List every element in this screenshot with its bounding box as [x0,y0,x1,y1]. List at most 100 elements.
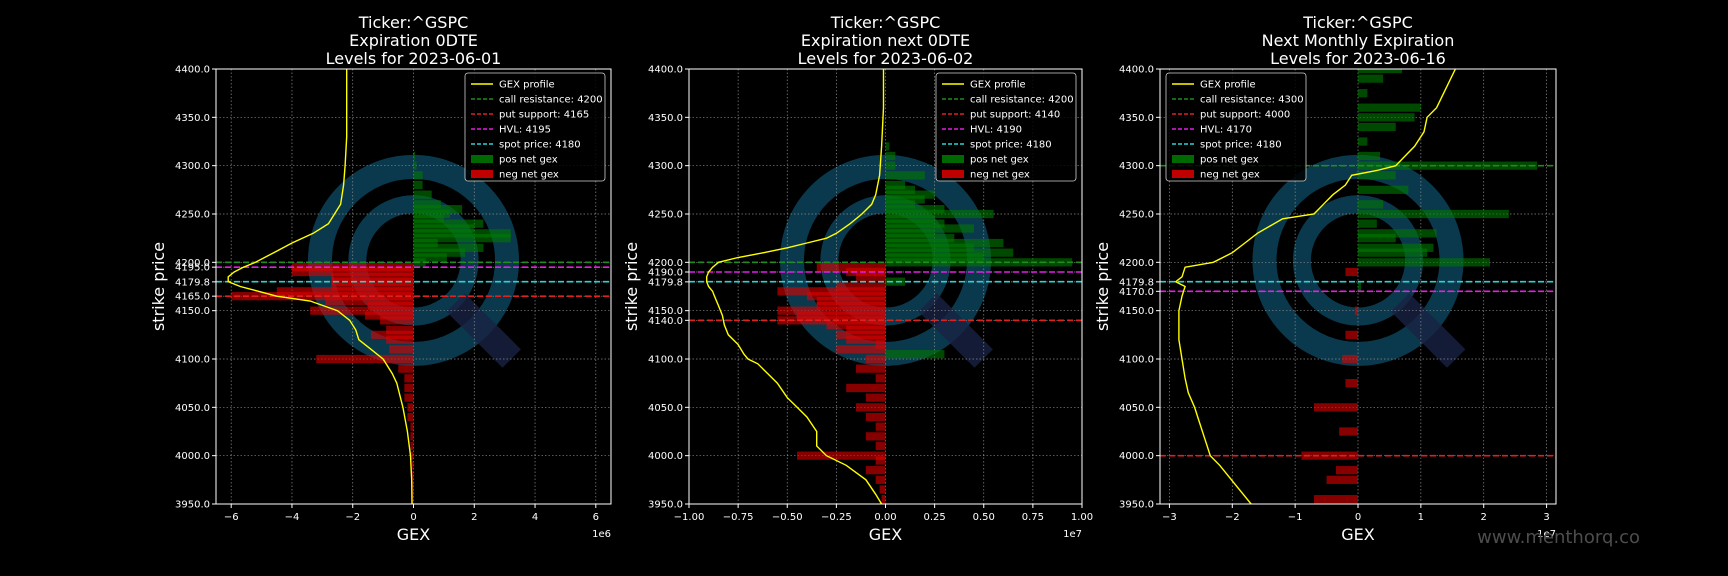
x-tick-label: 6 [593,512,599,523]
y-tick-label: 4400.0 [175,65,210,76]
y-tick-label: 4179.8 [175,277,210,288]
neg-net-gex-bar [865,466,886,475]
neg-net-gex-bar [411,480,414,489]
legend-entry: pos net gex [499,155,558,166]
x-tick-label: 4 [532,512,538,523]
legend: GEX profile call resistance: 4200 put supp… [935,72,1077,182]
neg-net-gex-bar [411,499,414,504]
neg-net-gex-bar [875,374,886,383]
neg-net-gex-bar [398,364,414,373]
neg-net-gex-bar [231,292,414,301]
chart-title-line: Expiration next 0DTE [801,31,970,50]
pos-net-gex-bar [1358,234,1396,243]
neg-net-gex-bar [846,383,886,393]
legend-entry: put support: 4140 [970,110,1060,121]
y-tick-label: 4170.0 [1119,287,1154,298]
legend-entry: HVL: 4195 [499,125,551,136]
legend-entry: spot price: 4180 [1200,140,1282,151]
pos-net-gex-bar [885,253,984,262]
x-axis-multiplier: 1e6 [592,529,611,540]
legend-entry: spot price: 4180 [970,140,1052,151]
pos-net-gex-bar [885,200,915,209]
pos-net-gex-bar [1358,248,1428,257]
y-tick-label: 4250.0 [648,210,683,221]
neg-net-gex-bar [1339,427,1358,436]
pos-net-gex-bar [1358,113,1415,122]
neg-net-gex-bar [331,282,414,291]
neg-net-gex-bar [856,364,886,373]
pos-net-gex-bar [885,248,1014,257]
pos-net-gex-bar [1358,137,1368,146]
neg-net-gex-bar [816,296,886,306]
x-tick-label: −6 [224,512,239,523]
legend-entry: neg net gex [499,170,559,181]
y-tick-label: 4190.0 [648,268,683,279]
y-tick-label: 4000.0 [648,451,683,462]
neg-net-gex-bar [875,475,886,484]
neg-net-gex-bar [865,354,886,364]
legend-entry: put support: 4000 [1200,110,1290,121]
neg-net-gex-bar [410,441,414,451]
neg-net-gex-bar [875,422,886,431]
neg-net-gex-bar [826,321,886,330]
x-tick-label: 2 [1481,512,1487,523]
legend-entry: put support: 4165 [499,110,589,121]
pos-net-gex-bar [413,209,450,219]
legend-entry: pos net gex [970,155,1029,166]
watermark-text: www.menthorq.co [1477,527,1640,548]
neg-net-gex-bar [331,272,414,281]
y-tick-label: 4300.0 [175,161,210,172]
neg-net-gex-bar [1336,466,1358,475]
logo-mark-tail [1390,293,1466,368]
y-tick-label: 4179.8 [648,277,683,288]
pos-net-gex-bar [413,214,444,223]
neg-net-gex-bar [777,287,886,296]
pos-net-gex-bar [1358,103,1421,112]
pos-net-gex-bar [885,161,896,170]
pos-net-gex-bar [1358,229,1437,238]
x-axis-label: GEX [1341,525,1375,544]
x-axis-multiplier: 1e7 [1537,529,1556,540]
legend-entry: neg net gex [970,170,1030,181]
pos-net-gex-bar [1358,69,1402,74]
pos-net-gex-bar [413,205,463,214]
neg-net-gex-bar [1345,330,1358,339]
legend-entry: GEX profile [1200,80,1256,91]
gex-profile-line [227,69,413,504]
pos-net-gex-bar [1358,243,1434,252]
x-tick-label: −0.50 [772,512,803,523]
legend-swatch [942,170,964,178]
y-tick-label: 4200.0 [175,258,210,269]
neg-net-gex-bar [846,325,886,335]
logo-mark-tail [446,293,521,368]
pos-net-gex-bar [885,209,994,219]
pos-net-gex-bar [1358,282,1362,291]
legend-entry: spot price: 4180 [499,140,581,151]
pos-net-gex-bar [885,350,945,359]
gex-profile-line [1174,69,1457,504]
y-tick-label: 4300.0 [648,161,683,172]
y-tick-label: 4100.0 [175,355,210,366]
x-tick-label: −4 [285,512,300,523]
neg-net-gex-bar [380,316,414,325]
y-tick-label: 4179.8 [1119,277,1154,288]
pos-net-gex-bar [885,151,896,161]
pos-net-gex-bar [885,219,945,228]
pos-net-gex-bar [1358,151,1380,161]
x-tick-label: 0.25 [923,512,945,523]
chart-title-line: Ticker:^GSPC [830,13,941,32]
y-tick-label: 4165.0 [175,292,210,303]
chart-title-line: Levels for 2023-06-16 [1270,49,1446,68]
y-tick-label: 4200.0 [1119,258,1154,269]
pos-net-gex-bar [885,277,906,286]
pos-net-gex-bar [1358,89,1368,98]
chart-title-line: Expiration 0DTE [349,31,478,50]
pos-net-gex-bar [1358,74,1384,83]
neg-net-gex-bar [806,292,886,301]
neg-net-gex-bar [310,306,414,315]
legend-box [935,72,1077,182]
neg-net-gex-bar [291,267,414,277]
pos-net-gex-bar [1358,219,1377,228]
neg-net-gex-bar [865,432,886,441]
y-tick-label: 3950.0 [648,500,683,511]
